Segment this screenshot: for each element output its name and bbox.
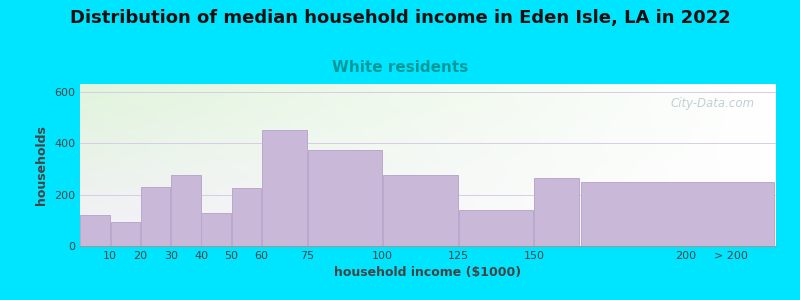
Text: Distribution of median household income in Eden Isle, LA in 2022: Distribution of median household income … [70, 9, 730, 27]
Bar [383, 175, 458, 246]
Text: White residents: White residents [332, 60, 468, 75]
Bar [459, 210, 533, 246]
Bar [262, 130, 306, 246]
Y-axis label: households: households [35, 125, 49, 205]
Bar [110, 222, 140, 246]
Bar [202, 213, 231, 246]
Bar [534, 178, 579, 246]
Bar [171, 175, 201, 246]
Bar [80, 215, 110, 246]
Bar [232, 188, 262, 246]
Bar [141, 187, 170, 246]
Bar [308, 150, 382, 246]
Bar [582, 182, 774, 246]
Text: City-Data.com: City-Data.com [671, 97, 755, 110]
X-axis label: household income ($1000): household income ($1000) [334, 266, 522, 279]
